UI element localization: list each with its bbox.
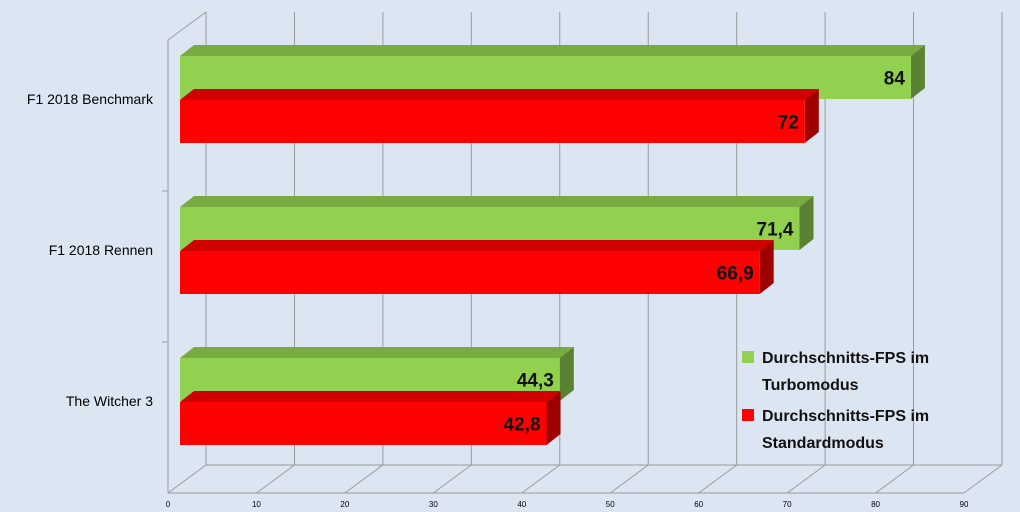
bar-side-face	[804, 89, 819, 143]
bar	[180, 100, 805, 143]
gridline-floor	[167, 464, 207, 494]
data-label: 44,3	[517, 371, 554, 392]
legend: Durchschnitts-FPS im Turbomodus Durchschni…	[742, 350, 929, 452]
x-tick-label: 70	[783, 500, 792, 509]
data-label: 71,4	[757, 220, 794, 241]
x-tick-label: 90	[960, 500, 969, 509]
x-tick-label: 30	[429, 500, 438, 509]
gridline-floor	[698, 464, 737, 494]
legend-swatch	[742, 351, 754, 363]
legend-label: Turbomodus	[762, 377, 859, 394]
x-tick-label: 10	[252, 500, 261, 509]
data-label: 84	[884, 69, 906, 90]
bar-side-face	[799, 196, 814, 250]
category-label: The Witcher 3	[66, 393, 153, 409]
bar-top-face	[180, 45, 925, 56]
bar-top-face	[180, 347, 574, 358]
bar-top-face	[180, 391, 561, 402]
x-tick-label: 20	[340, 500, 349, 509]
category-label: F1 2018 Rennen	[49, 242, 153, 258]
legend-swatch	[742, 409, 754, 421]
bar-top-face	[180, 89, 819, 100]
legend-label: Durchschnitts-FPS im	[762, 408, 929, 425]
bar	[180, 402, 547, 445]
x-tick-label: 80	[871, 500, 880, 509]
gridline-floor	[609, 464, 649, 494]
category-label: F1 2018 Benchmark	[27, 91, 154, 107]
gridline-floor	[963, 464, 1003, 494]
gridline-floor	[256, 464, 295, 494]
labels: 0 10 20 30 40 50 60 70 80 90 84 72 F1 2018 Benchmark…	[27, 69, 969, 510]
gridline-floor	[521, 464, 561, 494]
bar-top-face	[180, 240, 774, 251]
x-tick-label: 0	[166, 500, 171, 509]
bar	[180, 251, 760, 294]
bar-side-face	[759, 240, 774, 294]
bar-side-face	[559, 347, 574, 401]
data-label: 72	[778, 113, 799, 134]
x-tick-label: 60	[694, 500, 703, 509]
gridline-floor	[433, 464, 472, 494]
data-label: 42,8	[504, 415, 541, 436]
bar-side-face	[546, 391, 561, 445]
x-tick-label: 40	[517, 500, 526, 509]
bars	[180, 45, 925, 445]
gridline-floor	[786, 464, 826, 494]
gridline-floor	[344, 464, 384, 494]
data-label: 66,9	[717, 264, 754, 285]
gridline-floor	[875, 464, 914, 494]
bar-top-face	[180, 196, 814, 207]
x-tick-label: 50	[606, 500, 615, 509]
bar-side-face	[910, 45, 925, 99]
legend-label: Standardmodus	[762, 435, 884, 452]
legend-label: Durchschnitts-FPS im	[762, 350, 929, 367]
axis-left-top	[167, 11, 207, 41]
